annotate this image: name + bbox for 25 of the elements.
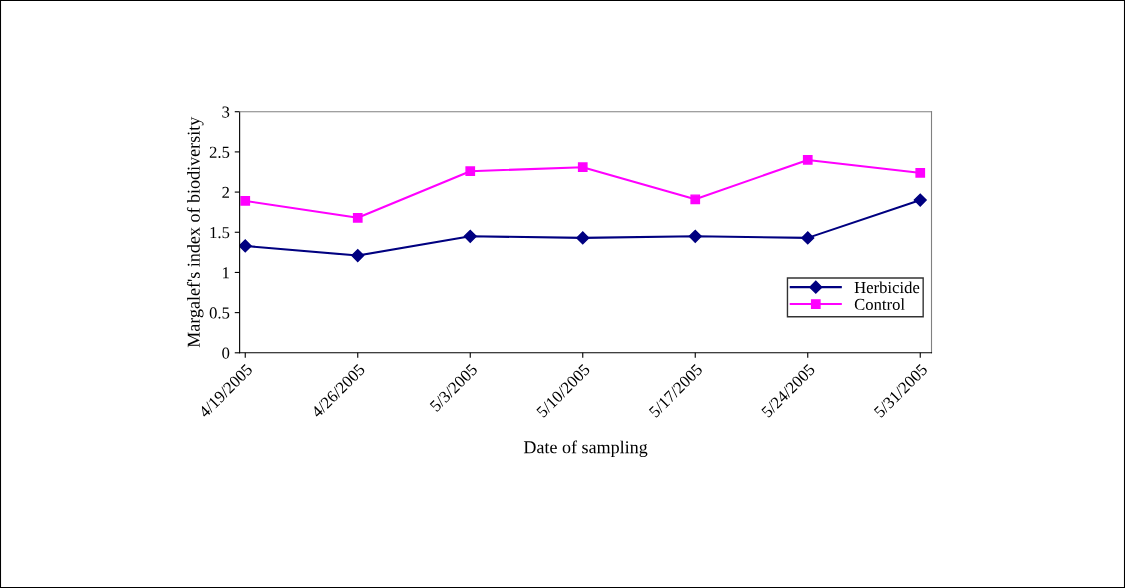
- point: [688, 229, 702, 243]
- y-tick-label: 0: [222, 347, 230, 359]
- point: [352, 212, 363, 223]
- point: [239, 239, 252, 253]
- point: [463, 229, 477, 243]
- point: [913, 193, 927, 207]
- y-tick-label: 0.5: [209, 307, 230, 319]
- point: [802, 155, 813, 165]
- x-axis-title: Date of sampling: [523, 440, 648, 458]
- point: [915, 167, 926, 178]
- point: [801, 231, 815, 245]
- legend-label: Control: [854, 298, 905, 311]
- y-tick-label: 3: [222, 106, 230, 118]
- point: [351, 248, 365, 263]
- y-tick-label: 2.5: [209, 146, 230, 158]
- point: [690, 194, 701, 205]
- y-tick-label: 2: [222, 186, 229, 198]
- y-axis-title: Margalef's index of biodiversity: [186, 116, 204, 348]
- legend-label: Herbicide: [854, 281, 920, 294]
- y-tick-label: 1: [223, 267, 229, 279]
- y-tick-label: 1.5: [210, 227, 230, 239]
- point: [465, 166, 476, 177]
- point: [576, 231, 590, 245]
- point: [240, 196, 251, 206]
- point: [577, 162, 588, 173]
